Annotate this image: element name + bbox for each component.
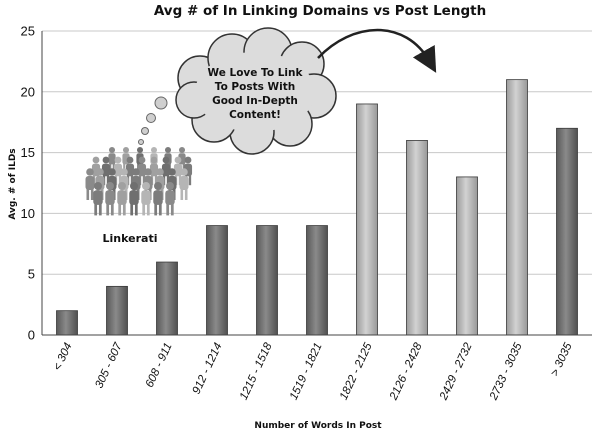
x-axis-label: Number of Words In Post [254,421,382,431]
person-icon [105,182,115,216]
bar-7 [406,140,428,336]
x-tick-label: 2733 - 3035 [487,341,524,403]
y-axis-ticks: 0 5 10 15 20 25 [21,24,35,343]
y-tick-label: 5 [28,267,35,282]
person-icon [108,146,116,173]
crowd-icon [85,146,193,216]
y-tick-label: 25 [21,24,35,39]
x-axis-ticks: < 304 305 - 607 608 - 911 912 - 1214 1215 - … [52,341,575,403]
bar-9 [506,79,528,336]
y-tick-label: 10 [21,206,35,221]
crowd-label: Linkerati [103,232,158,245]
person-icon [117,182,127,216]
x-tick-label: 2126 - 2428 [387,341,424,403]
bar-4 [256,225,278,336]
person-icon [153,182,163,216]
chart-title: Avg # of In Linking Domains vs Post Leng… [154,3,486,19]
person-icon [85,168,95,200]
cloud-line-1: We Love To Link [208,67,304,79]
bar-8 [456,176,478,336]
thought-cloud: We Love To Link To Posts With Good In-De… [138,27,337,155]
x-tick-label: 305 - 607 [93,341,125,391]
y-axis-label: Avg. # of ILDs [8,148,18,219]
person-icon [179,168,189,200]
person-icon [129,182,139,216]
bar-6 [356,103,378,336]
bar-5 [306,225,328,336]
x-tick-label: 1519 - 1821 [288,341,325,402]
cloud-line-4: Content! [229,109,281,121]
cloud-line-2: To Posts With [215,81,295,93]
bar-2 [156,261,178,336]
person-icon [93,182,103,216]
cloud-line-3: Good In-Depth [212,95,298,107]
person-icon [141,182,151,216]
x-tick-label: 1215 - 1518 [238,341,275,402]
y-tick-label: 20 [21,84,35,99]
y-tick-label: 15 [21,145,35,160]
x-tick-label: > 3035 [549,341,575,379]
x-tick-label: 912 - 1214 [191,341,225,396]
bar-10 [556,127,578,336]
x-tick-label: < 304 [52,341,75,372]
bar-3 [206,225,228,336]
x-tick-label: 608 - 911 [144,341,175,389]
person-icon [165,182,175,216]
x-tick-label: 1822 - 2125 [338,341,375,402]
gridlines [42,30,592,275]
bar-0 [56,310,78,336]
annotation-arrow [317,28,437,73]
bar-1 [106,285,128,336]
x-tick-label: 2429 - 2732 [437,341,474,403]
y-tick-label: 0 [28,328,35,343]
